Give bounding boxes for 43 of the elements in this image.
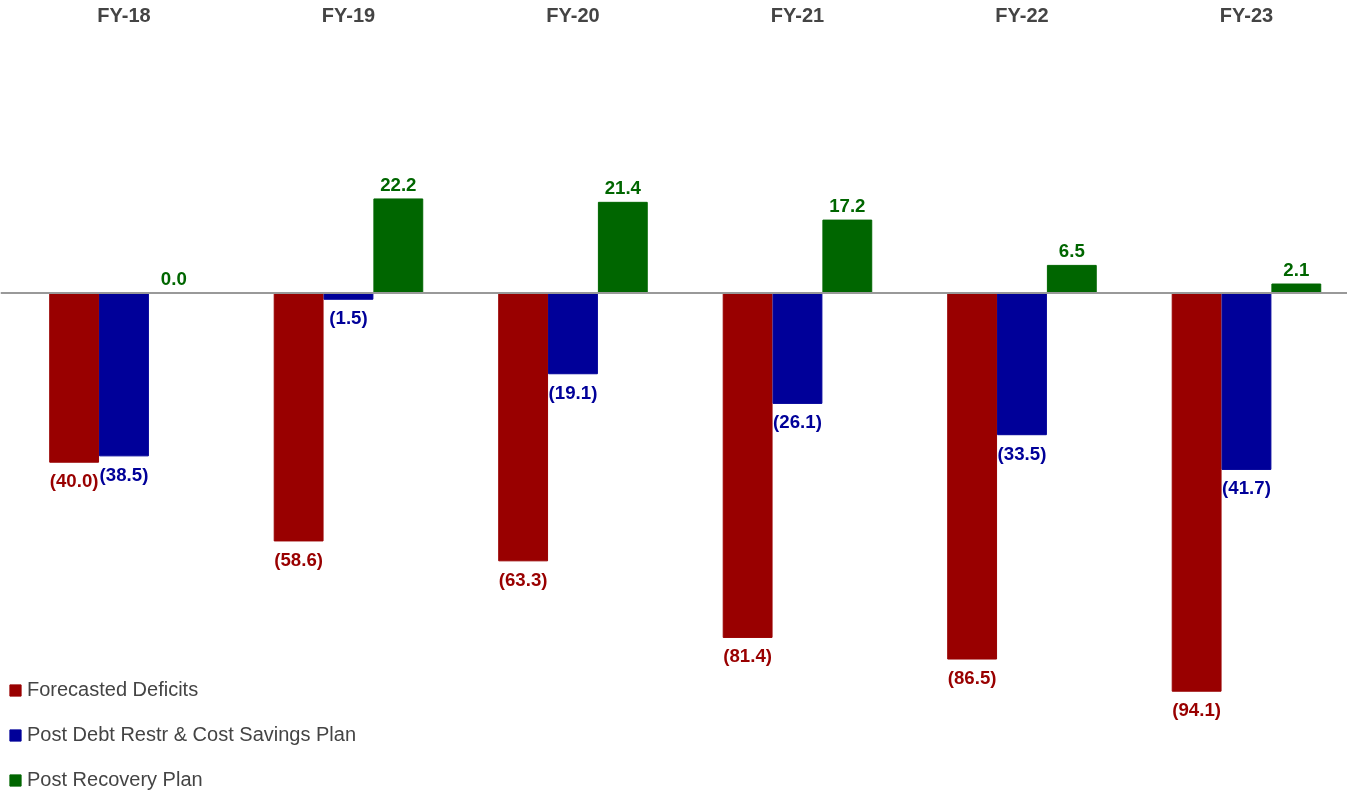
bar [498,292,549,562]
data-label: (33.5) [997,442,1047,464]
bar [373,198,424,294]
bar [597,201,648,294]
legend-label: Post Recovery Plan [27,768,203,791]
data-label: 0.0 [160,267,187,289]
x-tick-label: FY-23 [1219,3,1274,26]
x-tick-label: FY-19 [321,3,376,26]
x-tick-label: FY-21 [770,3,825,26]
data-label: (63.3) [498,568,548,590]
data-label: (94.1) [1172,699,1222,721]
bar [722,292,773,638]
bar [273,292,324,542]
data-label: (40.0) [49,470,99,492]
bar [49,292,100,463]
x-tick-label: FY-22 [995,3,1049,26]
bar [1271,283,1322,294]
bar [548,292,598,375]
data-label: 6.5 [1058,240,1085,262]
x-tick-label: FY-18 [97,3,151,26]
bar [772,292,823,404]
x-tick-label: FY-20 [546,3,600,26]
data-label: (38.5) [99,463,149,485]
data-label: (86.5) [947,667,997,689]
data-label: 22.2 [380,173,417,195]
legend-label: Post Debt Restr & Cost Savings Plan [27,723,357,746]
data-label: 17.2 [829,195,866,217]
data-label: (26.1) [773,411,822,433]
data-label: (81.4) [723,645,773,667]
bar [1171,292,1222,692]
data-label: 2.1 [1283,259,1310,281]
data-label: (19.1) [548,381,598,403]
bar [822,219,873,294]
bar [1046,264,1097,294]
data-label: (58.6) [274,548,324,570]
bar [1221,292,1272,470]
bar [947,292,998,660]
data-label: (1.5) [329,307,368,329]
bar [99,292,149,457]
legend-label: Forecasted Deficits [27,678,199,701]
data-label: 21.4 [604,177,642,199]
data-label: (41.7) [1222,477,1271,499]
bar [997,292,1047,436]
